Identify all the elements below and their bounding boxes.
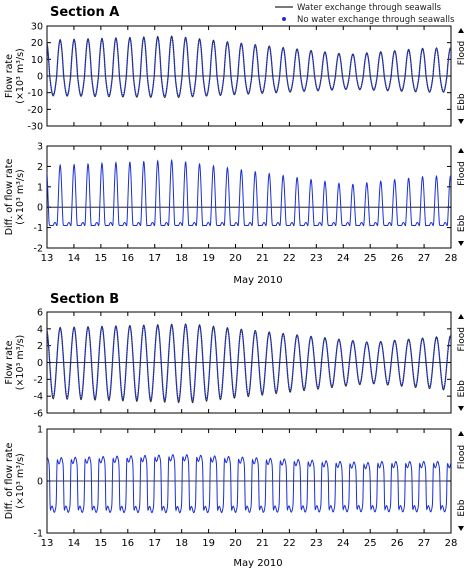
x-tick-label: 19 xyxy=(202,538,215,549)
y-tick-label: 3 xyxy=(37,142,43,153)
x-tick-label: 20 xyxy=(229,538,242,549)
series-difference xyxy=(47,158,451,227)
y-tick-label: -1 xyxy=(34,529,43,540)
legend-dot-marker xyxy=(282,17,286,21)
y-tick-label: -20 xyxy=(27,105,43,116)
section-b-title: Section B xyxy=(50,292,119,307)
y-tick-label: 2 xyxy=(37,341,43,352)
legend: Water exchange through seawalls No water… xyxy=(275,3,455,25)
series-line-with-exchange xyxy=(47,35,451,99)
y-tick-label: -1 xyxy=(34,223,43,234)
legend-label-dots: No water exchange through seawalls xyxy=(297,15,455,25)
flood-arrow xyxy=(458,314,464,319)
y-tick-label: 0 xyxy=(37,72,43,83)
x-tick-label: 20 xyxy=(229,253,242,264)
series-difference xyxy=(47,454,451,514)
xlabel-a: May 2010 xyxy=(233,275,282,286)
y-axis-label: Flow rate xyxy=(4,340,15,384)
flood-label: Flood xyxy=(457,445,467,469)
x-tick-label: 19 xyxy=(202,253,215,264)
x-tick-label: 23 xyxy=(310,538,323,549)
x-tick-label: 22 xyxy=(283,538,296,549)
legend-label-line: Water exchange through seawalls xyxy=(297,3,442,13)
y-axis-label: (×10³ m³/s) xyxy=(15,169,26,225)
ebb-arrow xyxy=(458,526,464,531)
y-tick-label: 20 xyxy=(31,38,43,49)
x-tick-label: 16 xyxy=(121,538,134,549)
x-tick-label: 13 xyxy=(41,253,54,264)
flood-arrow xyxy=(458,28,464,33)
y-tick-label: -10 xyxy=(27,88,43,99)
x-tick-label: 27 xyxy=(418,538,431,549)
section-a-title: Section A xyxy=(50,5,119,20)
x-tick-label: 21 xyxy=(256,253,269,264)
x-tick-label: 28 xyxy=(445,538,458,549)
flood-arrow xyxy=(458,148,464,153)
x-tick-label: 13 xyxy=(41,538,54,549)
x-tick-label: 23 xyxy=(310,253,323,264)
y-tick-label: 30 xyxy=(31,22,43,33)
y-axis-label: (×10³ m³/s) xyxy=(15,453,26,509)
x-tick-label: 16 xyxy=(121,253,134,264)
y-tick-label: -2 xyxy=(34,375,43,386)
ebb-arrow xyxy=(458,119,464,124)
panel-B-flow: -6 -4 -2 0 2 4 6 Flow rate (×10³ m³/s) Flood Ebb xyxy=(4,308,467,420)
ebb-arrow xyxy=(458,406,464,411)
y-tick-label: 0 xyxy=(37,203,43,214)
x-tick-label: 25 xyxy=(364,538,377,549)
y-axis-label: Diff. of flow rate xyxy=(4,159,15,236)
y-tick-label: 0 xyxy=(37,358,43,369)
x-tick-label: 26 xyxy=(391,253,404,264)
x-tick-label: 17 xyxy=(148,538,161,549)
ebb-label: Ebb xyxy=(457,380,467,397)
series-dots-no-exchange xyxy=(47,324,451,402)
x-tick-label: 15 xyxy=(94,253,107,264)
ebb-label: Ebb xyxy=(457,499,467,516)
y-tick-label: 1 xyxy=(37,182,43,193)
flood-arrow xyxy=(458,431,464,436)
x-tick-label: 18 xyxy=(175,253,188,264)
y-axis-label: (×10³ m³/s) xyxy=(15,48,26,104)
x-tick-label: 24 xyxy=(337,538,350,549)
flood-label: Flood xyxy=(457,161,467,185)
y-tick-label: 0 xyxy=(37,477,43,488)
ebb-arrow xyxy=(458,241,464,246)
xlabel-b: May 2010 xyxy=(233,558,282,569)
y-axis-label: (×10³ m³/s) xyxy=(15,335,26,391)
y-tick-label: -4 xyxy=(34,392,43,403)
y-tick-label: -6 xyxy=(34,409,43,420)
y-tick-label: 6 xyxy=(37,308,43,319)
y-tick-label: 10 xyxy=(31,55,43,66)
x-tick-label: 15 xyxy=(94,538,107,549)
ebb-label: Ebb xyxy=(457,215,467,232)
plot-frame xyxy=(46,145,452,249)
y-tick-label: -30 xyxy=(27,122,43,133)
x-tick-label: 27 xyxy=(418,253,431,264)
flood-label: Flood xyxy=(457,327,467,351)
panel-A-flow: -30 -20 -10 0 10 20 30 Flow rate (×10³ m³/s) Floo… xyxy=(4,22,467,133)
y-tick-label: -2 xyxy=(34,244,43,255)
x-tick-label: 17 xyxy=(148,253,161,264)
panel-B-diff: -1 0 1 13 14 15 16 17 18 19 20 21 22 23 24 25 26 27 28 Diff… xyxy=(4,425,467,550)
y-axis-label: Diff. of flow rate xyxy=(4,443,15,520)
x-tick-label: 22 xyxy=(283,253,296,264)
flood-label: Flood xyxy=(457,41,467,65)
x-tick-label: 14 xyxy=(68,253,81,264)
x-tick-label: 14 xyxy=(68,538,81,549)
x-tick-label: 21 xyxy=(256,538,269,549)
x-tick-label: 18 xyxy=(175,538,188,549)
x-tick-label: 26 xyxy=(391,538,404,549)
y-tick-label: 2 xyxy=(37,162,43,173)
x-tick-label: 28 xyxy=(445,253,458,264)
series-dots-no-exchange xyxy=(47,36,451,98)
ebb-label: Ebb xyxy=(457,93,467,110)
y-axis-label: Flow rate xyxy=(4,54,15,98)
x-tick-label: 25 xyxy=(364,253,377,264)
y-tick-label: 4 xyxy=(37,324,43,335)
x-tick-label: 24 xyxy=(337,253,350,264)
y-tick-label: 1 xyxy=(37,425,43,436)
